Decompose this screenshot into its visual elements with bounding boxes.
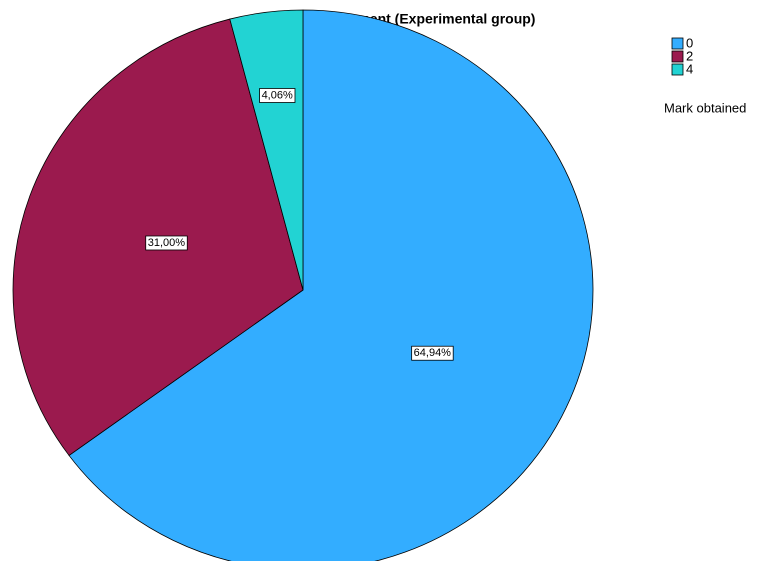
legend-swatch	[671, 37, 684, 50]
data-label: 4,06%	[262, 89, 293, 101]
data-label: 31,00%	[148, 237, 186, 249]
pie-slice	[68, 9, 594, 561]
pie-slice	[229, 9, 304, 291]
legend-swatch	[671, 50, 684, 63]
legend-label: 2	[686, 48, 693, 63]
data-label-box	[411, 345, 454, 361]
data-label-box	[145, 235, 188, 251]
legend-label: 0	[686, 35, 693, 50]
legend-label: 4	[686, 61, 693, 76]
data-label-box	[259, 88, 296, 103]
legend-title: Mark obtained	[664, 100, 746, 115]
legend-swatch	[671, 63, 684, 76]
data-label: 64,94%	[414, 347, 452, 359]
